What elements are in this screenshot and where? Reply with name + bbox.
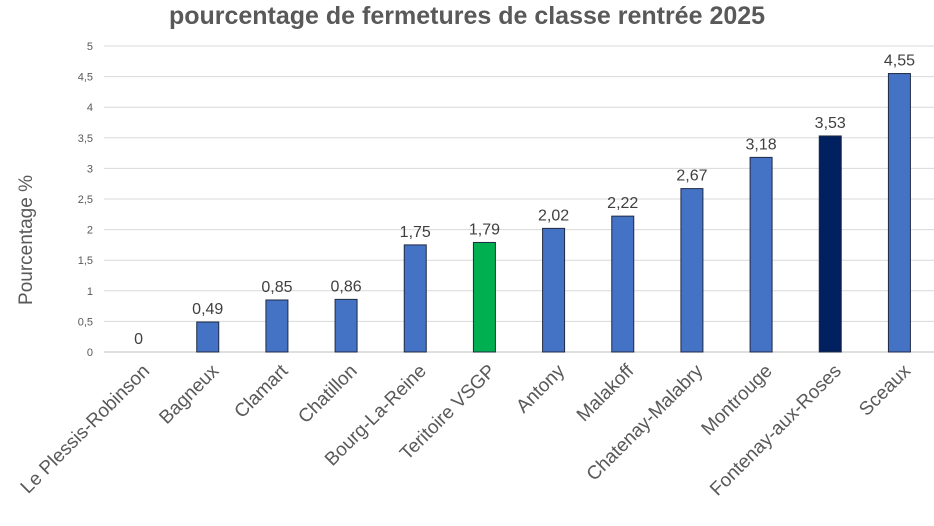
y-tick-label: 4,5: [78, 72, 93, 84]
bar: [196, 321, 220, 353]
y-tick-label: 3,5: [78, 133, 93, 145]
bar: [403, 244, 427, 353]
data-label: 3,53: [815, 115, 846, 132]
y-tick-label: 1: [87, 286, 93, 298]
bar: [680, 188, 704, 353]
data-label: 4,55: [884, 53, 915, 70]
bar: [611, 215, 635, 353]
data-label: 0,86: [331, 278, 362, 295]
x-category-label: Antony: [512, 360, 569, 417]
y-tick-label: 0,5: [78, 316, 93, 328]
data-label: 0,49: [192, 301, 223, 318]
chart-title: pourcentage de fermetures de classe rent…: [168, 2, 766, 30]
x-category-label: Clamart: [231, 360, 293, 422]
x-category-label: Bagneux: [155, 360, 223, 428]
bar: [749, 156, 773, 353]
x-category-label: Fontenay-aux-Roses: [706, 361, 846, 501]
bar: [265, 299, 289, 353]
data-label: 2,02: [538, 207, 569, 224]
data-label: 2,67: [676, 168, 707, 185]
y-tick-label: 3: [87, 163, 93, 175]
y-tick-label: 2,5: [78, 194, 93, 206]
data-label: 1,75: [400, 224, 431, 241]
y-tick-label: 2: [87, 225, 93, 237]
y-tick-label: 1,5: [78, 255, 93, 267]
data-label: 2,22: [607, 195, 638, 212]
x-category-label: Malakoff: [573, 360, 639, 426]
data-label: 1,79: [469, 221, 500, 238]
bar: [472, 241, 496, 353]
bar: [818, 135, 842, 353]
x-category-label: Le Plessis-Robinson: [17, 361, 154, 498]
data-label: 0,85: [261, 279, 292, 296]
y-tick-label: 4: [87, 102, 93, 114]
data-label: 3,18: [746, 136, 777, 153]
y-tick-label: 0: [87, 347, 93, 359]
y-tick-label: 5: [87, 41, 93, 53]
bar: [887, 73, 911, 353]
data-label: 0: [134, 331, 143, 348]
x-category-label: Sceaux: [855, 360, 915, 420]
bar: [334, 298, 358, 353]
x-category-label: Chatillon: [294, 361, 361, 428]
bar: [542, 227, 566, 353]
x-category-label: Chatenay-Malabry: [583, 360, 708, 485]
